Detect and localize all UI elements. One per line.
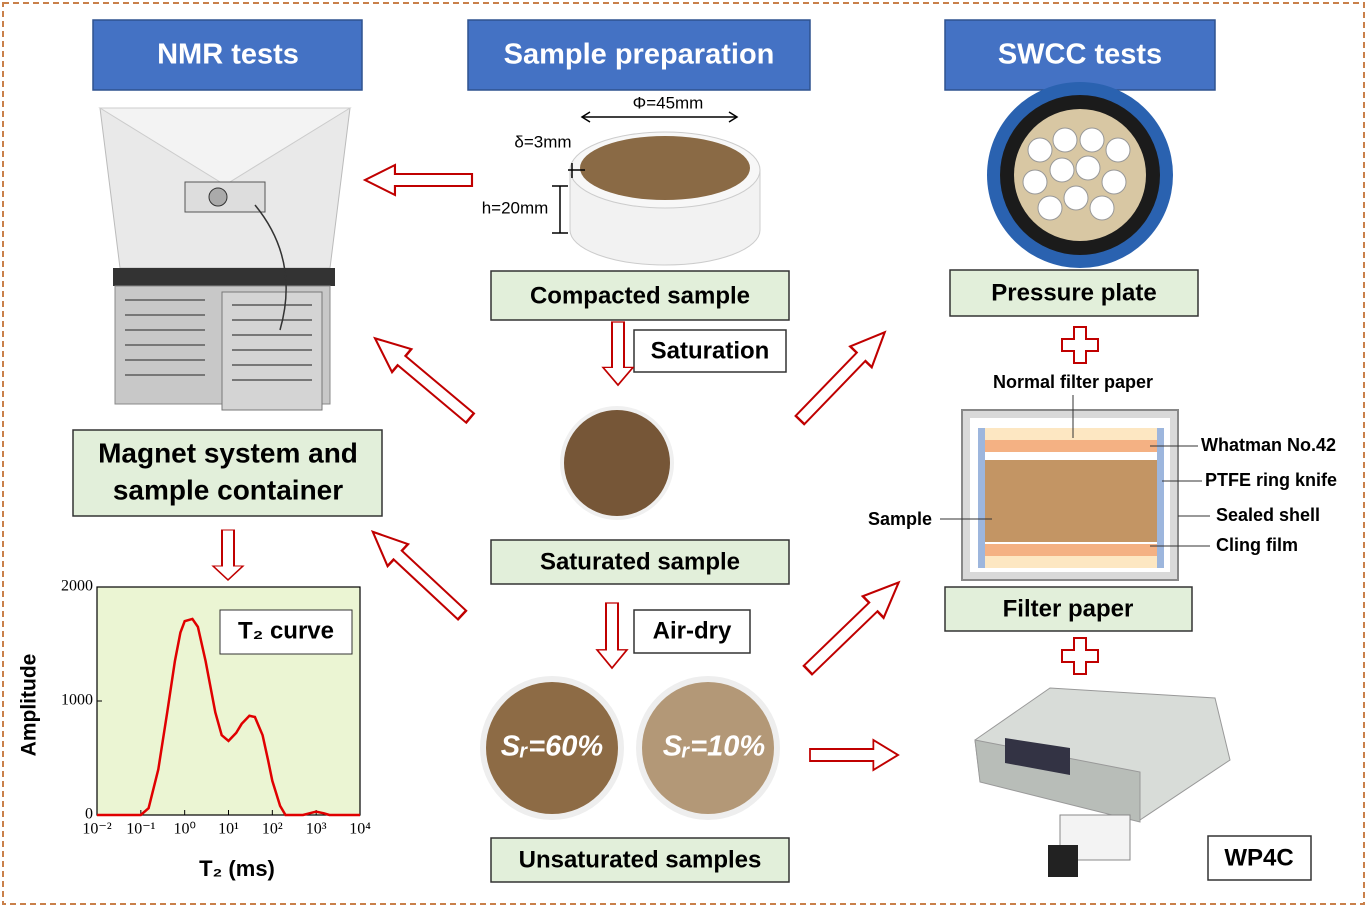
x-tick-label: 10⁰ [173, 821, 195, 838]
layer-label: Sealed shell [1216, 505, 1320, 525]
label: Filter paper [1003, 595, 1134, 622]
label-box [944, 586, 1193, 632]
layer-label: Normal filter paper [993, 372, 1153, 392]
y-tick-label: 0 [85, 806, 93, 823]
curve [97, 617, 360, 817]
label: Unsaturated samples [519, 846, 762, 873]
label-box [490, 270, 790, 321]
label-box [949, 269, 1199, 317]
x-tick-label: 10¹ [218, 821, 239, 838]
arrow [364, 325, 481, 431]
filter-paper-schematic [940, 395, 1210, 581]
header: SWCC tests [998, 39, 1162, 71]
x-tick-label: 10⁻¹ [126, 821, 155, 838]
dimension-label: h=20mm [482, 198, 549, 217]
dimension-label: Φ=45mm [633, 93, 704, 112]
y-tick-label: 2000 [61, 578, 93, 595]
dimension-label: δ=3mm [514, 132, 571, 151]
label-box [1207, 835, 1312, 881]
sample-label: Sᵣ=10% [663, 731, 765, 763]
label: Magnet system and [98, 437, 358, 468]
label: Air-dry [653, 617, 732, 644]
pressure-plate-photo [987, 82, 1173, 268]
arrow [363, 163, 474, 197]
layer-label: Sample [868, 509, 932, 529]
unsaturated-sample-photo [642, 682, 774, 814]
label-box [490, 539, 790, 585]
label-box [633, 329, 787, 373]
label-box [633, 609, 751, 654]
sample-label: Sᵣ=60% [501, 731, 603, 763]
label: Pressure plate [991, 279, 1156, 306]
y-axis-label: Amplitude [18, 654, 41, 757]
x-tick-label: 10³ [306, 821, 327, 838]
label: Saturated sample [540, 548, 740, 575]
label-box [490, 837, 790, 883]
compacted-sample-photo [569, 131, 761, 266]
arrow [809, 739, 899, 771]
layer-label: Whatman No.42 [1201, 435, 1336, 455]
label: Compacted sample [530, 282, 750, 309]
t2-chart: 0 1000 2000 10⁻² 10⁻¹ 10⁰ 10¹ 10² 10³ 10⁴ T₂ curve… [18, 578, 372, 881]
y-tick-label: 1000 [61, 692, 93, 709]
arrow [796, 570, 911, 682]
label: sample container [113, 474, 343, 505]
layer-label: Cling film [1216, 535, 1298, 555]
x-axis-label: T₂ (ms) [199, 856, 275, 881]
wp4c-photo [974, 687, 1231, 877]
annotation: T₂ curve [238, 617, 334, 644]
label: Saturation [651, 337, 770, 364]
header: Sample preparation [504, 39, 775, 71]
header-box [944, 19, 1216, 91]
label: WP4C [1224, 844, 1293, 871]
plus-sign [1061, 637, 1099, 675]
arrow [788, 320, 897, 432]
dimension-lines [552, 111, 739, 234]
layer-label: PTFE ring knife [1205, 470, 1337, 490]
x-tick-label: 10⁻² [82, 821, 111, 838]
arrow [602, 321, 634, 386]
x-tick-label: 10² [262, 821, 283, 838]
header-box [92, 19, 363, 91]
nmr-machine [98, 107, 352, 411]
unsaturated-sample-photo [486, 682, 618, 814]
header: NMR tests [157, 39, 299, 71]
arrow [596, 602, 628, 669]
plus-sign [1061, 326, 1099, 364]
header-box [467, 19, 811, 91]
label-box [72, 429, 383, 517]
arrow [212, 529, 244, 581]
saturated-sample-photo [564, 410, 670, 516]
arrow [361, 519, 474, 628]
x-tick-label: 10⁴ [349, 821, 371, 838]
annotation-box [219, 609, 353, 655]
